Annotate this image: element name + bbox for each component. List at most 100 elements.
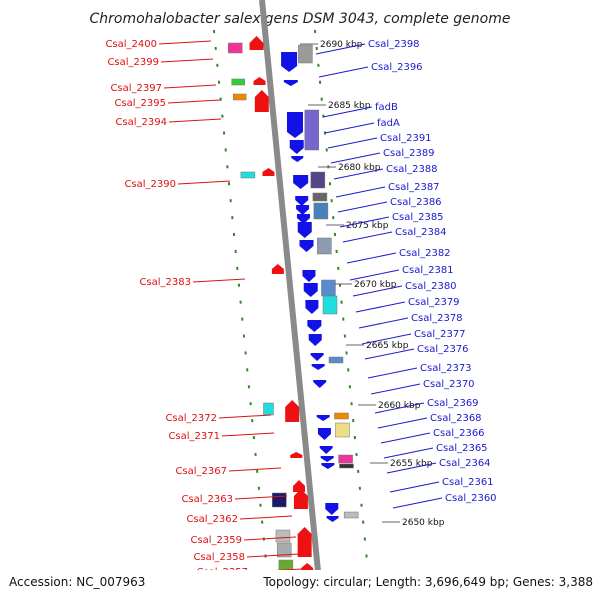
reverse-gene-label: Csal_2371: [168, 431, 220, 442]
reverse-gene-box: [275, 529, 291, 543]
reverse-gene-arrow: [249, 36, 264, 50]
forward-label-leader: [330, 152, 381, 164]
forward-gene-arrow: [281, 52, 298, 72]
forward-label-leader: [352, 285, 403, 297]
forward-gene-label: Csal_2385: [392, 212, 444, 223]
forward-label-leader: [342, 231, 393, 243]
forward-gene-arrow: [316, 415, 330, 421]
tick-label: 2690 kbp: [320, 40, 363, 50]
reverse-gene-label: Csal_2383: [139, 277, 191, 288]
forward-gene-label: Csal_2368: [430, 413, 482, 424]
forward-gene-arrow: [302, 270, 316, 282]
forward-gene-arrow: [311, 364, 325, 370]
reverse-gene-box: [263, 402, 274, 416]
forward-label-leader: [364, 348, 415, 360]
reverse-gene-arrow: [290, 452, 303, 458]
forward-label-leader: [374, 402, 425, 414]
reverse-gene-box: [272, 492, 287, 508]
forward-label-leader: [355, 301, 406, 313]
footer-backdrop: [0, 570, 600, 600]
forward-label-leader: [386, 462, 437, 474]
forward-label-leader: [327, 137, 378, 149]
forward-gene-label: Csal_2391: [380, 133, 432, 144]
reverse-gene-box: [240, 171, 256, 179]
forward-gene-arrow: [319, 446, 333, 454]
forward-gene-box: [322, 295, 338, 315]
reverse-gene-box: [276, 542, 292, 558]
forward-gene-arrow: [308, 334, 322, 346]
reverse-gene-label: Csal_2390: [124, 179, 176, 190]
forward-gene-arrow: [310, 353, 324, 361]
reverse-label-leader: [167, 99, 221, 104]
forward-gene-arrow: [326, 516, 339, 522]
forward-gene-box: [298, 44, 313, 64]
forward-label-leader: [315, 43, 366, 55]
feature-layer: [227, 36, 359, 589]
forward-gene-label: Csal_2379: [408, 297, 460, 308]
summary-text: Topology: circular; Length: 3,696,649 bp…: [262, 575, 593, 589]
reverse-gene-box: [278, 559, 294, 571]
forward-label-leader: [349, 269, 400, 281]
forward-gene-label: Csal_2398: [368, 39, 420, 50]
forward-gene-label: Csal_2388: [386, 164, 438, 175]
reverse-gene-label: Csal_2359: [190, 535, 242, 546]
forward-label-leader: [377, 417, 428, 429]
forward-label-leader: [383, 447, 434, 459]
reverse-gene-arrow: [271, 264, 284, 274]
track-layer: [212, 0, 372, 600]
reverse-label-leader: [218, 414, 272, 419]
forward-gene-arrow: [325, 503, 339, 515]
reverse-gene-arrow: [293, 480, 306, 492]
forward-gene-box: [310, 171, 326, 189]
forward-gene-arrow: [313, 380, 327, 388]
forward-label-leader: [337, 201, 388, 213]
reverse-gene-label: Csal_2363: [181, 494, 233, 505]
forward-gene-arrow: [297, 222, 312, 238]
forward-gene-box: [312, 192, 328, 202]
forward-gene-label: Csal_2396: [371, 62, 423, 73]
forward-label-leader: [346, 252, 397, 264]
forward-gene-label: Csal_2364: [439, 458, 491, 469]
forward-gene-arrow: [303, 283, 318, 297]
reverse-gene-label: Csal_2399: [107, 57, 159, 68]
forward-gene-label: Csal_2387: [388, 182, 440, 193]
forward-label-leader: [335, 186, 386, 198]
forward-label-leader: [389, 481, 440, 493]
reverse-gene-box: [232, 93, 247, 101]
forward-gene-label: Csal_2386: [390, 197, 442, 208]
forward-gene-label: Csal_2370: [423, 379, 475, 390]
reverse-label-leader: [246, 553, 300, 558]
forward-label-leader: [392, 497, 443, 509]
forward-gene-label: Csal_2366: [433, 428, 485, 439]
reverse-label-leader: [228, 467, 282, 472]
forward-gene-arrow: [307, 320, 322, 332]
forward-gene-box: [313, 202, 329, 220]
forward-gene-box: [338, 454, 353, 464]
forward-gene-label: Csal_2373: [420, 363, 472, 374]
forward-gene-label: Csal_2361: [442, 477, 494, 488]
reverse-label-leader: [234, 495, 288, 500]
tick-label: 2685 kbp: [328, 101, 371, 111]
forward-gene-arrow: [286, 112, 303, 138]
forward-gene-label: Csal_2378: [411, 313, 463, 324]
forward-gene-arrow: [295, 196, 309, 206]
forward-gene-label: Csal_2377: [414, 329, 466, 340]
forward-gene-arrow: [289, 140, 304, 154]
reverse-label-leader: [221, 432, 275, 437]
forward-gene-arrow: [321, 463, 335, 469]
forward-label-leader: [380, 432, 431, 444]
backbone-ring: [259, 0, 324, 600]
forward-gene-arrow: [283, 80, 298, 86]
reverse-gene-label: Csal_2372: [165, 413, 217, 424]
forward-gene-box: [334, 412, 349, 420]
forward-gene-arrow: [293, 175, 309, 189]
reverse-gene-label: Csal_2397: [110, 83, 162, 94]
forward-label-leader: [361, 333, 412, 345]
forward-label-leader: [318, 66, 369, 78]
forward-gene-box: [335, 422, 350, 438]
reverse-gene-arrow: [297, 527, 312, 557]
reverse-gene-arrow: [253, 77, 266, 85]
forward-gene-box: [304, 109, 320, 151]
forward-gene-label: Csal_2389: [383, 148, 435, 159]
forward-gene-label: Csal_2384: [395, 227, 447, 238]
